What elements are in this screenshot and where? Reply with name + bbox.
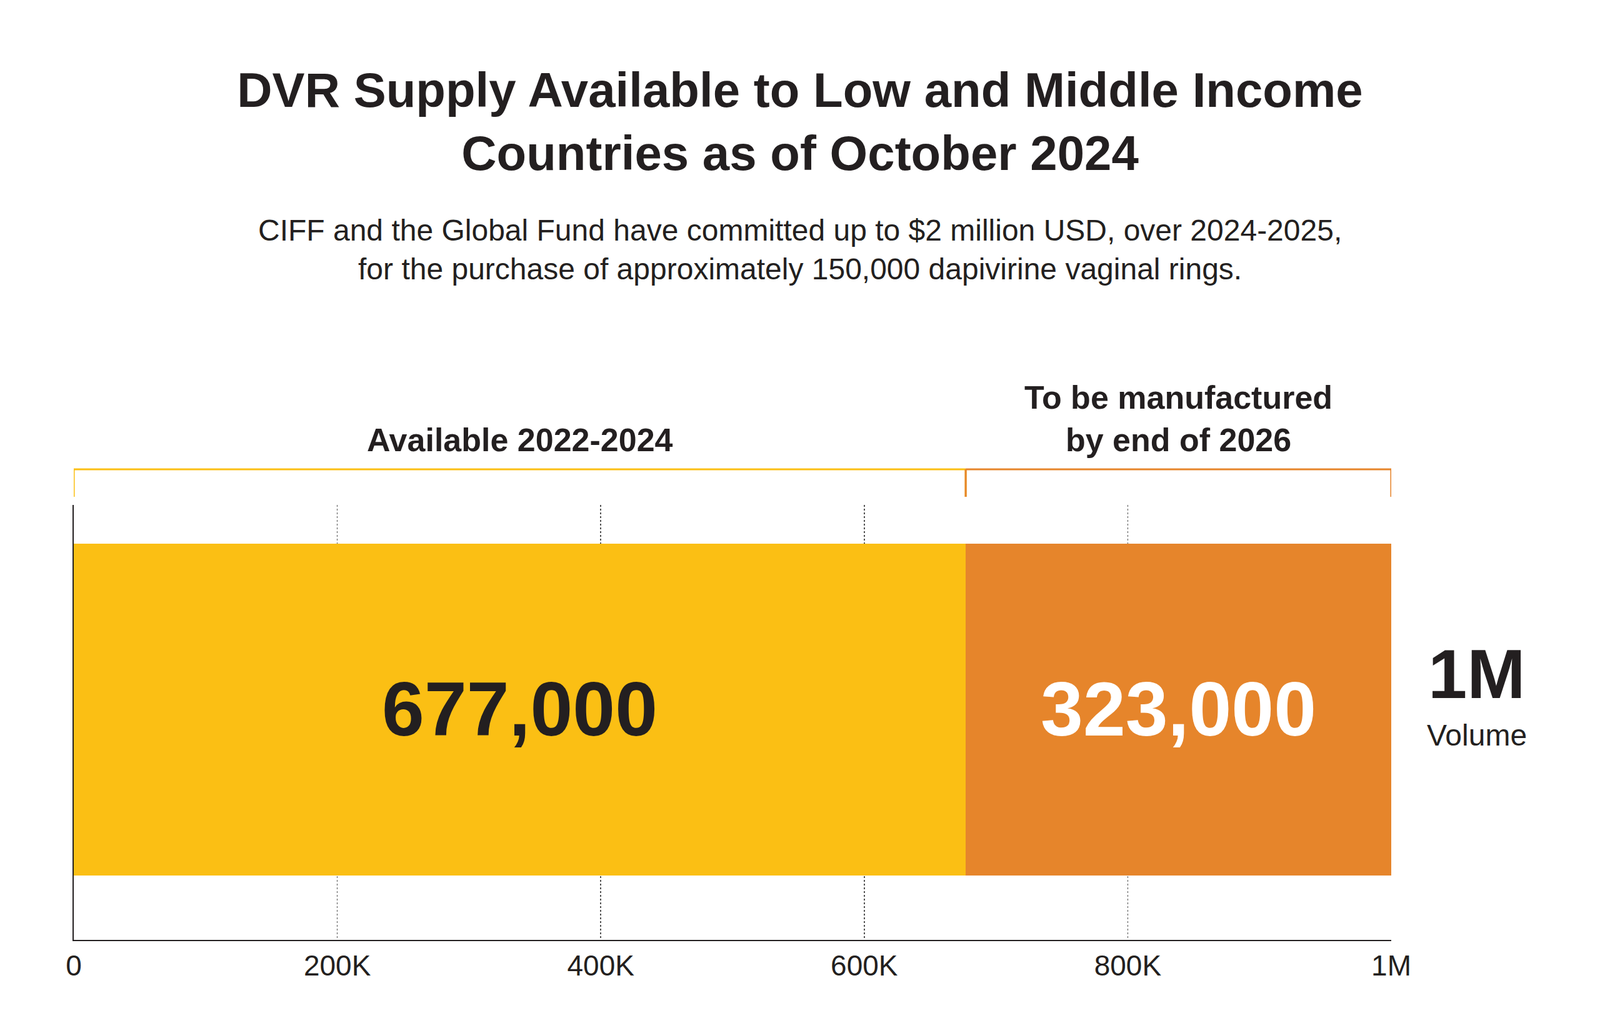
svg-text:Volume: Volume bbox=[1426, 718, 1527, 752]
svg-text:677,000: 677,000 bbox=[381, 666, 658, 752]
svg-text:323,000: 323,000 bbox=[1040, 666, 1317, 752]
svg-text:600K: 600K bbox=[830, 949, 899, 982]
svg-text:0: 0 bbox=[65, 949, 82, 982]
svg-text:CIFF and the Global Fund have: CIFF and the Global Fund have committed … bbox=[258, 213, 1342, 286]
svg-text:400K: 400K bbox=[566, 949, 635, 982]
svg-text:200K: 200K bbox=[303, 949, 372, 982]
svg-text:To be manufacturedby end of 20: To be manufacturedby end of 2026 bbox=[1024, 379, 1333, 459]
svg-text:1M: 1M bbox=[1428, 635, 1526, 714]
svg-text:DVR Supply Available to Low an: DVR Supply Available to Low and Middle I… bbox=[236, 62, 1363, 181]
svg-text:800K: 800K bbox=[1094, 949, 1162, 982]
svg-text:1M: 1M bbox=[1371, 949, 1412, 982]
svg-text:Available 2022-2024: Available 2022-2024 bbox=[366, 421, 674, 459]
